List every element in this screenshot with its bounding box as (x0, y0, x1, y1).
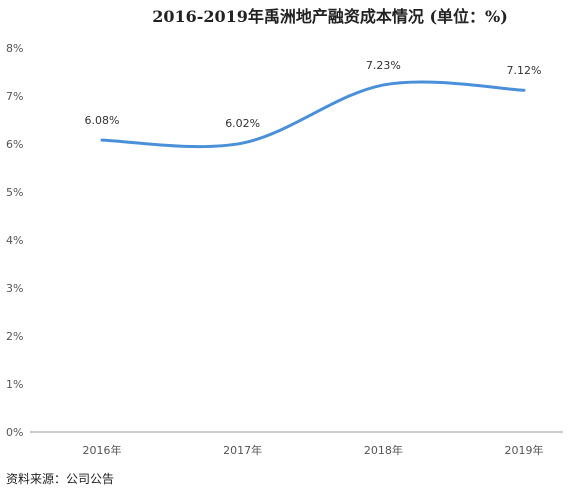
y-tick-label: 5% (6, 186, 23, 199)
data-label: 7.23% (366, 59, 401, 72)
data-labels: 6.08% 6.02% 7.23% 7.12% (85, 59, 542, 130)
source-note: 资料来源：公司公告 (6, 472, 114, 486)
y-tick-label: 2% (6, 330, 23, 343)
y-tick-label: 8% (6, 42, 23, 55)
x-tick-label: 2016年 (83, 443, 122, 457)
data-label: 6.02% (225, 117, 260, 130)
y-axis: 0% 1% 2% 3% 4% 5% 6% 7% 8% (6, 42, 23, 439)
y-tick-label: 6% (6, 138, 23, 151)
y-tick-label: 7% (6, 90, 23, 103)
y-tick-label: 1% (6, 378, 23, 391)
data-label: 7.12% (507, 64, 542, 77)
y-tick-label: 3% (6, 282, 23, 295)
series-layer (100, 80, 526, 149)
x-axis: 2016年 2017年 2018年 2019年 (83, 443, 544, 457)
chart-title: 2016-2019年禹洲地产融资成本情况 (单位：%) (152, 7, 508, 26)
x-tick-label: 2019年 (505, 443, 544, 457)
x-tick-label: 2017年 (223, 443, 262, 457)
series-line (100, 80, 526, 149)
y-tick-label: 4% (6, 234, 23, 247)
x-tick-label: 2018年 (364, 443, 403, 457)
y-tick-label: 0% (6, 426, 23, 439)
data-label: 6.08% (85, 114, 120, 127)
